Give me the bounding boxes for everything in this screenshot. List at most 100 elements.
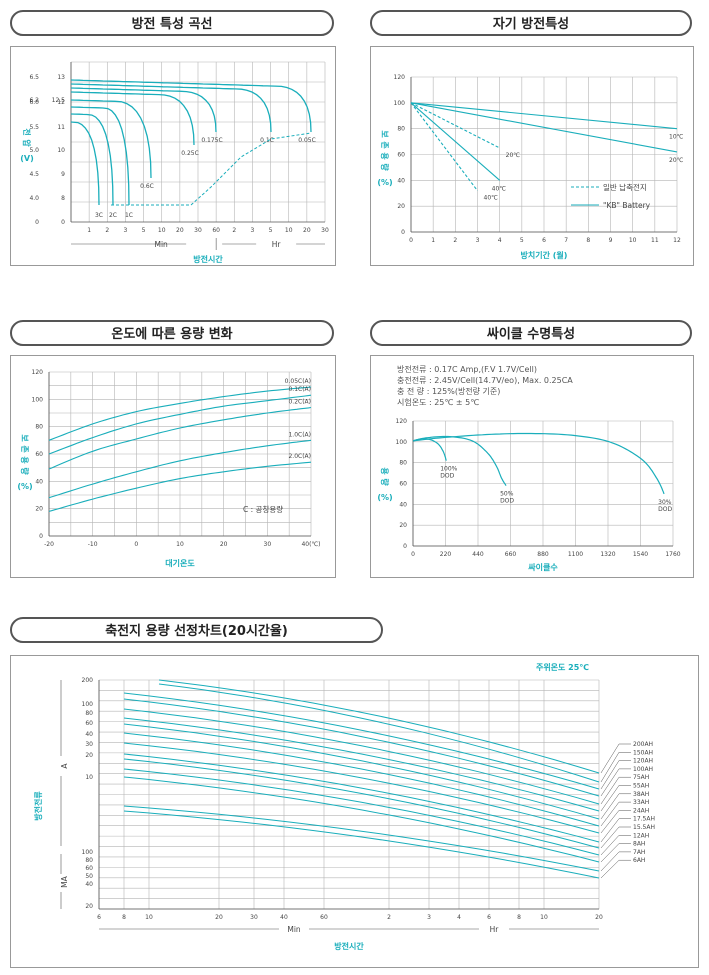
selection-series-line (123, 698, 600, 797)
x-tick: 10 (145, 914, 153, 921)
y-tick-a: 100 (82, 701, 94, 708)
x-tick: 660 (505, 551, 517, 558)
selection-series-line (158, 683, 600, 783)
cycle-series-label: DOD (500, 498, 514, 505)
x-axis-title: 방전시간 (334, 941, 364, 951)
temperature-series-line (48, 394, 312, 455)
y-tick: 60 (35, 451, 43, 458)
x-tick: 0 (411, 551, 415, 558)
x-tick: 30 (194, 227, 202, 234)
selection-label-leader (600, 810, 631, 834)
x-tick: 880 (537, 551, 549, 558)
self-discharge-series-label: 40℃ (484, 195, 499, 202)
y-axis-title-char: 량 (380, 163, 390, 171)
y-tick: 20 (399, 522, 407, 529)
y-tick-a: 80 (85, 710, 93, 717)
y-tick-a: 30 (85, 741, 93, 748)
selection-series-line (123, 810, 600, 879)
y-axis-title-unit: (%) (17, 482, 32, 491)
x-tick: -10 (88, 541, 98, 548)
y-tick-a: 20 (85, 752, 93, 759)
y-left-tick: 6.0 (29, 99, 39, 106)
discharge-chart: 6.5 136.2 12.56.0 125.5 115.0 104.5 94.0 80 01 2 3… (20, 61, 329, 264)
selection-series-line (123, 805, 600, 872)
y-tick-ma: 20 (85, 903, 93, 910)
x-tick: 1540 (633, 551, 648, 558)
test-condition-line: 충전전류 : 2.45V/Cell(14.7V/eo), Max. 0.25CA (397, 375, 573, 385)
self-discharge-series-label: 20℃ (506, 152, 521, 159)
selection-chart-title: 축전지 용량 선정차트(20시간율) (10, 617, 383, 643)
test-condition-line: 방전전류 : 0.17C Amp,(F.V 1.7V/Cell) (397, 364, 537, 374)
selection-series-label: 200AH (633, 741, 653, 748)
x-tick: 8 (517, 914, 521, 921)
x-tick: 20 (595, 914, 603, 921)
cycle-series-label: DOD (440, 473, 454, 480)
unit-ma-label: MA (60, 875, 69, 887)
x-axis-title: 방치기간 (월) (521, 250, 568, 260)
x-tick: 11 (651, 237, 659, 244)
self-discharge-series-line (410, 102, 678, 153)
y-left-tick: 5.0 (29, 147, 39, 154)
test-condition-line: 충 전 량 : 125%(방전량 기준) (397, 386, 500, 396)
x-tick: 1760 (665, 551, 680, 558)
x-axis-title: 대기온도 (165, 558, 195, 568)
selection-series-label: 33AH (633, 799, 649, 806)
y-tick: 80 (399, 460, 407, 467)
temperature-series-line (48, 461, 312, 512)
y-tick-a: 10 (85, 774, 93, 781)
self-discharge-series-label: 10℃ (669, 134, 684, 141)
y-left-tick: 6.5 (29, 74, 39, 81)
y-right-tick: 10 (57, 147, 65, 154)
selection-label-leader (600, 818, 631, 843)
cycle-series-label: 30% (658, 499, 672, 506)
y-tick-ma: 60 (85, 865, 93, 872)
x-tick: 40 (280, 914, 288, 921)
selection-label-leader (600, 851, 631, 872)
discharge-series-label: 0.175C (201, 137, 222, 144)
x-tick: 1320 (600, 551, 615, 558)
x-tick: 6 (487, 914, 491, 921)
x-tick: 3 (124, 227, 128, 234)
x-tick: 10 (629, 237, 637, 244)
cycle-series-label: 100% (440, 466, 457, 473)
y-axis-title-char: 량 (20, 467, 30, 475)
y-axis-title-unit: (V) (20, 154, 34, 163)
x-axis-title: 방전시간 (193, 254, 223, 264)
y-tick-a: 60 (85, 720, 93, 727)
temperature-chart-panel: 120 100 80 60 40 20 0 -20 -10 0 10 20 30 40(℃) 대기온도 보 존 용… (10, 355, 336, 578)
y-tick: 40 (35, 478, 43, 485)
y-axis-title-char: 압 (22, 139, 32, 147)
y-axis-title-char: 용 (20, 456, 30, 464)
x-tick: 0 (409, 237, 413, 244)
y-tick: 80 (35, 424, 43, 431)
x-tick: 20 (215, 914, 223, 921)
temperature-series-label: 2.0C(A) (288, 453, 311, 460)
y-tick: 40 (399, 501, 407, 508)
discharge-series-line (70, 121, 100, 206)
y-tick: 0 (39, 533, 43, 540)
y-tick: 100 (32, 396, 44, 403)
y-tick-ma: 100 (82, 849, 94, 856)
y-tick: 40 (397, 177, 405, 184)
selection-series-label: 100AH (633, 766, 653, 773)
y-tick: 120 (394, 74, 406, 81)
cycle-series-label: DOD (658, 506, 672, 513)
y-tick: 0 (401, 229, 405, 236)
self-discharge-series-line (410, 102, 678, 130)
discharge-series-line (70, 113, 114, 206)
y-axis-title-char: 전 (22, 128, 32, 135)
y-tick: 0 (403, 543, 407, 550)
discharge-series-line (70, 106, 130, 206)
x-tick: 8 (122, 914, 126, 921)
x-group-hr: Hr (490, 925, 500, 934)
x-tick: 4 (498, 237, 502, 244)
y-axis-title-char: 존 (380, 141, 389, 149)
discharge-series-label: 3C (95, 212, 103, 219)
y-right-tick: 9 (61, 171, 65, 178)
x-tick: 5 (269, 227, 273, 234)
selection-label-leader (600, 801, 631, 827)
selection-series-label: 8AH (633, 841, 645, 848)
x-tick: -20 (44, 541, 54, 548)
self-discharge-chart-title: 자기 방전특성 (370, 10, 692, 36)
y-tick-a: 40 (85, 731, 93, 738)
